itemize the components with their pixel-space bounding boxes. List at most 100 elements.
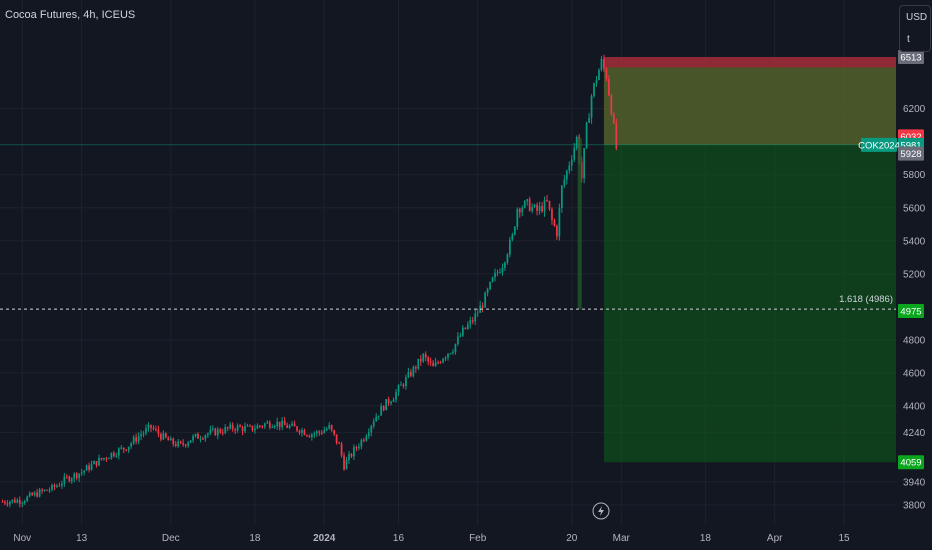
candle-body	[26, 496, 29, 502]
candle-body	[565, 170, 568, 180]
candle-body	[231, 424, 234, 430]
candle-body	[452, 351, 454, 354]
candle-body	[355, 447, 358, 449]
candle-body	[370, 425, 373, 433]
candle-body	[429, 361, 432, 363]
candle-body	[422, 353, 425, 362]
candle-body	[568, 165, 571, 171]
candle-body	[249, 425, 251, 427]
y-tick-label: 6200	[903, 104, 926, 115]
y-tick-label: 4600	[903, 368, 926, 379]
currency-label: USD	[906, 12, 928, 23]
candle-body	[499, 272, 501, 274]
candle-body	[224, 427, 227, 434]
candle-body	[461, 327, 464, 336]
candle-body	[457, 336, 459, 344]
candle-body	[281, 420, 284, 427]
candle-body	[419, 358, 422, 362]
realized-profit-zone	[603, 67, 896, 145]
candle-body	[288, 425, 291, 428]
candle-body	[348, 454, 350, 461]
candle-body	[177, 441, 180, 447]
y-tick-label: 4800	[903, 335, 926, 346]
candle-body	[407, 371, 410, 378]
candle-body	[526, 199, 529, 202]
candle-body	[392, 399, 395, 402]
price-tag-label: 5928	[900, 149, 921, 160]
candle-body	[437, 362, 439, 364]
candle-body	[387, 399, 390, 404]
candle-body	[447, 353, 449, 358]
candle-body	[43, 489, 46, 491]
candle-body	[471, 320, 474, 322]
candle-body	[276, 421, 279, 426]
candle-body	[110, 452, 113, 459]
candle-body	[432, 362, 435, 367]
price-tag	[898, 146, 924, 161]
x-tick-label: 13	[76, 533, 88, 544]
candle-body	[345, 460, 348, 470]
candle-body	[273, 425, 276, 428]
candle-body	[221, 432, 224, 434]
candle-body	[68, 476, 71, 482]
position-zones[interactable]	[603, 57, 896, 463]
candle-body	[216, 429, 219, 436]
candle-body	[459, 335, 462, 337]
candle-body	[268, 422, 271, 428]
candle-body	[4, 501, 6, 504]
x-tick-label: Mar	[613, 533, 631, 544]
candle-body	[174, 443, 177, 447]
candle-body	[595, 79, 598, 84]
candle-body	[127, 446, 130, 451]
candle-body	[164, 433, 167, 438]
candle-body	[330, 425, 333, 431]
misc	[592, 502, 610, 520]
candle-body	[439, 362, 442, 364]
candle-body	[31, 493, 34, 496]
candle-body	[328, 425, 331, 429]
candle-body	[90, 464, 93, 470]
x-tick-label: 20	[566, 533, 578, 544]
candle-body	[278, 421, 281, 427]
candle-body	[516, 208, 519, 227]
candle-body	[226, 427, 229, 429]
candle-body	[194, 433, 197, 437]
candle-body	[135, 437, 137, 442]
candle-body	[496, 272, 499, 274]
candle-body	[103, 458, 105, 460]
candle-body	[531, 206, 534, 211]
candle-body	[197, 433, 199, 439]
candle-body	[125, 449, 128, 451]
candle-body	[271, 427, 274, 429]
symbol-tag-label: COK2024	[858, 140, 900, 151]
x-tick-label: Feb	[469, 533, 487, 544]
candle-body	[48, 489, 51, 491]
candle-body	[83, 470, 86, 473]
candle-body	[521, 207, 524, 213]
candle-body	[608, 79, 610, 96]
candle-body	[239, 425, 241, 428]
candle-body	[543, 200, 546, 212]
candle-body	[335, 434, 338, 443]
candle-body	[142, 433, 145, 435]
candle-body	[65, 476, 68, 478]
candle-body	[21, 502, 24, 504]
candle-body	[551, 209, 553, 221]
candle-body	[93, 461, 95, 465]
candle-body	[417, 358, 420, 369]
candle-body	[444, 357, 447, 359]
candle-body	[583, 148, 585, 179]
candle-body	[140, 434, 142, 437]
candle-body	[229, 424, 232, 429]
candle-body	[150, 424, 152, 428]
candle-body	[85, 465, 88, 471]
candle-body	[98, 458, 100, 466]
candle-body	[484, 292, 486, 308]
candles	[1, 54, 618, 508]
price-tag-label: 4059	[900, 458, 921, 469]
currency-unit-selector[interactable]: USD t	[899, 5, 931, 52]
candle-body	[75, 473, 78, 479]
candle-body	[298, 430, 301, 433]
